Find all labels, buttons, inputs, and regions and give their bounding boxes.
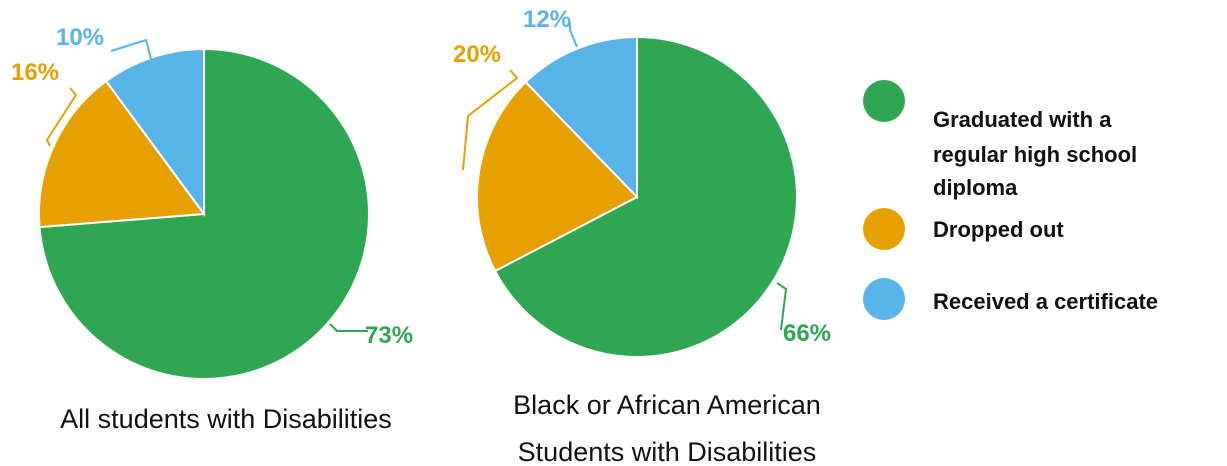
legend-swatch-graduated <box>863 80 905 122</box>
leader-line-certificate <box>569 22 578 48</box>
leader-line-graduated <box>329 323 368 332</box>
chart-caption: Black or African American <box>513 390 821 420</box>
pie-chart-all-students: 73% 16% 10% All students with Disabilities <box>11 24 413 434</box>
leader-line-dropped <box>462 69 519 171</box>
data-label-graduated: 73% <box>365 322 413 349</box>
leader-line-graduated <box>776 282 788 331</box>
data-label-certificate: 10% <box>56 24 104 51</box>
data-label-certificate: 12% <box>523 6 571 33</box>
legend-swatch-certificate <box>863 278 905 320</box>
legend-label-dropped: Dropped out <box>933 217 1064 242</box>
data-label-dropped: 16% <box>11 59 59 86</box>
pie-slice-certificate <box>104 47 205 218</box>
leader-line-dropped <box>45 87 78 147</box>
pie-slice-dropped <box>476 80 639 273</box>
data-label-dropped: 20% <box>453 41 501 68</box>
pie-chart-black-students: 66% 20% 12% Black or African American Studen… <box>453 6 831 466</box>
pie-slice-certificate <box>524 35 638 200</box>
chart-caption: Students with Disabilities <box>518 437 817 466</box>
pie-slice-dropped <box>38 79 206 229</box>
legend-label-graduated: Graduated with a <box>933 107 1112 132</box>
legend-label-graduated: diploma <box>933 175 1018 200</box>
data-label-graduated: 66% <box>783 320 831 347</box>
legend-swatch-dropped <box>863 208 905 250</box>
chart-caption: All students with Disabilities <box>60 404 392 434</box>
legend: Graduated with a regular high school diplo… <box>863 80 1158 320</box>
pie-slice-graduated <box>493 35 798 358</box>
legend-label-graduated: regular high school <box>933 142 1137 167</box>
leader-line-certificate <box>110 38 152 60</box>
legend-label-certificate: Received a certificate <box>933 289 1158 314</box>
